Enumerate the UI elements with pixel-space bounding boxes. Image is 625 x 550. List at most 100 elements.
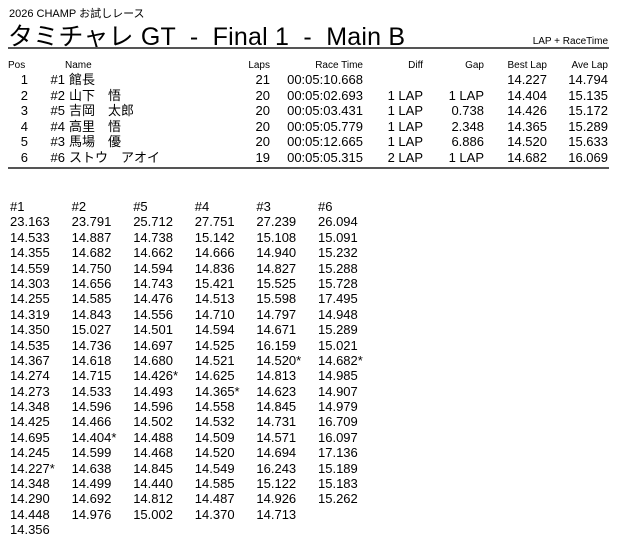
result-cell: 0.738 [451,103,484,118]
lap-time: 14.680 [133,352,173,368]
result-cell: #1 [50,72,65,87]
result-row: 3 #5 吉岡 太郎 20 00:05:03.431 1 LAP 0.738 14.426 15… [8,103,608,119]
divider [8,47,609,49]
lap-time: 14.623 [256,383,297,399]
result-cell: 1 LAP [387,103,423,118]
result-cell: 15.633 [568,134,608,149]
lap-time: 14.355 [10,245,50,261]
lap-time: 14.695 [10,429,50,445]
lap-time: 14.501 [133,322,173,338]
lap-time: 14.618 [71,352,112,368]
lap-column: #2 23.791 14.887 14.682 14.750 14.656 14.585 14… [72,199,117,522]
column-header: Name [65,60,92,71]
lap-time: 14.845 [133,460,173,476]
result-cell: 15.172 [568,103,608,118]
lap-time: 14.979 [318,399,358,415]
result-cell: #3 [50,134,65,149]
lap-time: 14.370 [194,506,235,522]
lap-time: 14.273 [10,383,50,399]
lap-time: 14.499 [71,476,112,492]
lap-time: 14.697 [133,337,173,353]
result-cell: 00:05:10.668 [287,72,363,87]
divider [8,167,609,169]
lap-time: 14.440 [133,476,173,492]
result-cell: 20 [255,87,270,103]
result-cell: 1 [20,72,28,87]
lap-time: 27.751 [194,214,235,230]
lap-time: 27.239 [256,214,297,230]
car-number-header: #3 [256,199,271,214]
lap-time: 14.255 [10,291,50,307]
lap-time: 14.533 [10,229,50,245]
lap-time: 15.002 [133,506,173,522]
lap-time: 15.122 [256,476,297,492]
lap-time: 14.520* [256,352,302,368]
result-cell: 20 [255,103,270,118]
lap-time: 14.521 [194,352,235,368]
lap-time: 14.585 [194,476,235,492]
lap-time: 14.493 [133,383,173,399]
lap-time: 14.466 [71,414,112,430]
lap-time: 15.288 [318,260,358,276]
lap-time: 14.348 [10,399,50,415]
lap-time: 14.245 [10,445,50,461]
lap-time: 14.549 [194,460,235,476]
lap-time: 14.682 [71,245,112,261]
result-cell: 16.069 [568,149,608,165]
result-cell: 19 [255,149,270,165]
result-row: 4 #4 高里 悟 20 00:05:05.779 1 LAP 2.348 14.365 15.… [8,119,608,135]
result-cell: 14.794 [568,72,608,87]
lap-time: 14.509 [194,429,235,445]
lap-time: 15.421 [194,275,235,291]
lap-time: 14.682* [318,352,363,368]
column-header: Pos [8,60,26,71]
lap-time: 14.502 [133,414,173,430]
result-row: 6 #6 ストウ アオイ 19 00:05:05.315 2 LAP 1 LAP 14.682… [8,150,608,166]
lap-time: 14.638 [71,460,112,476]
lap-time: 15.728 [318,275,358,291]
result-cell: 山下 悟 [69,87,122,103]
report-mode: LAP + RaceTime [532,36,608,47]
lap-time: 14.662 [133,245,173,261]
lap-time: 14.797 [256,306,297,322]
lap-time: 14.827 [256,260,297,276]
lap-time: 15.525 [256,275,297,291]
lap-time: 15.232 [318,245,358,261]
result-cell: 14.520 [507,134,547,149]
lap-time: 14.488 [133,429,173,445]
lap-time: 14.585 [71,291,112,307]
result-cell: 6.886 [451,134,484,149]
result-cell: 高里 悟 [69,118,122,134]
result-cell: 4 [20,118,28,134]
result-row: 2 #2 山下 悟 20 00:05:02.693 1 LAP 1 LAP 14.404 15.… [8,88,608,104]
series-name: 2026 CHAMP お試しレース [9,8,145,20]
lap-time: 15.021 [318,337,358,353]
lap-time: 14.319 [10,306,50,322]
lap-time: 14.736 [71,337,112,353]
lap-time: 14.715 [71,368,112,384]
lap-time: 14.692 [71,491,112,507]
lap-time: 14.487 [194,491,235,507]
lap-time: 14.404* [71,429,117,445]
lap-time: 14.731 [256,414,297,430]
lap-time: 15.091 [318,229,358,245]
lap-time: 14.694 [256,445,297,461]
lap-time: 15.142 [194,229,235,245]
column-header: Gap [465,60,484,71]
result-cell: #4 [50,118,65,134]
lap-time: 14.836 [194,260,235,276]
lap-time: 16.709 [318,414,358,430]
lap-time: 14.976 [71,506,112,522]
lap-time: 14.556 [133,306,173,322]
result-cell: 14.227 [507,72,547,87]
result-cell: 2 LAP [387,149,423,165]
lap-time: 14.599 [71,445,112,461]
lap-time: 14.350 [10,322,50,338]
result-cell: 00:05:05.779 [287,118,363,134]
result-cell: 館長 [69,72,96,87]
result-cell: #6 [50,149,65,165]
result-cell: 馬場 優 [69,134,122,149]
result-cell: 1 LAP [387,134,423,149]
lap-time: 14.985 [318,368,358,384]
column-header: Best Lap [507,60,547,71]
